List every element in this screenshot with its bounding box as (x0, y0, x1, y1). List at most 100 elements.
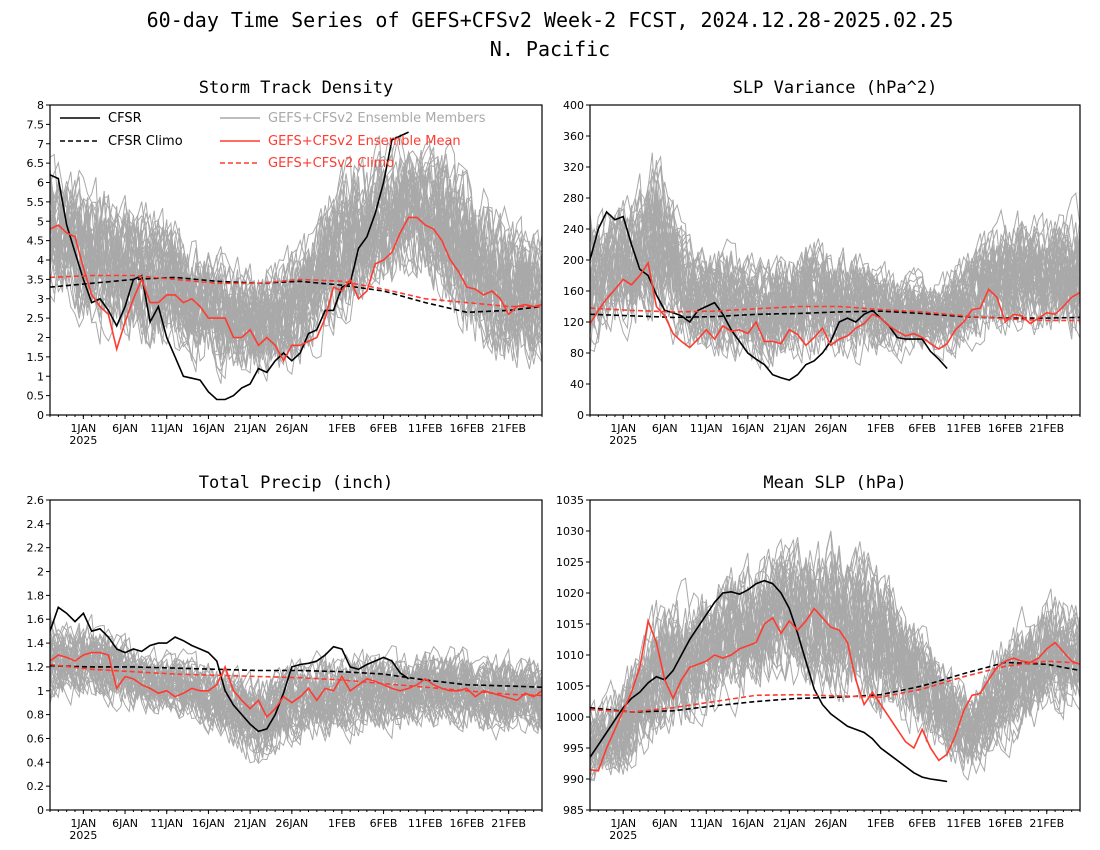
series-gefs-cfsv2-ensemble-mean (590, 607, 1080, 772)
y-tick-label: 1.8 (27, 589, 45, 602)
x-tick-label: 16JAN (731, 817, 764, 830)
y-tick-label: 0 (577, 409, 584, 422)
y-tick-label: 2.2 (27, 542, 45, 555)
y-tick-label: 80 (570, 347, 584, 360)
y-tick-label: 160 (563, 285, 584, 298)
x-tick-label: 11JAN (690, 817, 723, 830)
panel-title: Total Precip (inch) (199, 473, 393, 493)
y-tick-label: 0.6 (27, 732, 45, 745)
ensemble-members (50, 133, 542, 384)
legend-item-ensemble-mean-label: GEFS+CFSv2 Ensemble Mean (268, 134, 461, 149)
series-cfsr-climo (50, 664, 542, 688)
x-tick-label: 1JAN (610, 817, 636, 830)
panel-total-precip: Total Precip (inch) 0 0.2 0.4 0.6 0.8 1 1.2 1.4 1… (27, 473, 543, 842)
x-tick-label: 6JAN (112, 422, 138, 435)
y-tick-label: 360 (563, 130, 584, 143)
y-tick-label: 6 (37, 177, 44, 190)
y-tick-label: 0.5 (27, 390, 45, 403)
ensemble-member-line (50, 150, 542, 361)
series-gefs-cfsv2-climo (50, 274, 542, 308)
figure-subtitle-region: N. Pacific (490, 37, 610, 61)
x-tick-label: 11FEB (946, 817, 981, 830)
x-tick-label: 21FEB (491, 817, 526, 830)
series-gefs-cfsv2-climo (50, 663, 542, 697)
ensemble-member-line (590, 546, 1080, 778)
y-tick-label: 2 (37, 332, 44, 345)
y-tick-label: 5 (37, 215, 44, 228)
x-tick-label: 21FEB (1029, 817, 1064, 830)
y-tick-label: 1 (37, 685, 44, 698)
x-tick-label: 16JAN (731, 422, 764, 435)
y-tick-label: 1015 (556, 618, 584, 631)
series-cfsr (590, 579, 948, 783)
y-tick-label: 985 (563, 804, 584, 817)
y-tick-label: 0.4 (27, 756, 45, 769)
ensemble-members (590, 530, 1080, 783)
y-tick-label: 1 (37, 370, 44, 383)
series-gefs-cfsv2-climo (590, 660, 1080, 713)
x-tick-label: 1JAN (70, 817, 96, 830)
series-cfsr-climo (50, 276, 542, 314)
ensemble-member-line (590, 573, 1080, 766)
panel-title: SLP Variance (hPa^2) (733, 78, 938, 98)
x-year-label: 2025 (609, 829, 637, 842)
x-tick-label: 16FEB (988, 817, 1023, 830)
ensemble-member-line (590, 196, 1080, 361)
y-tick-label: 3.5 (27, 273, 45, 286)
series-cfsr (50, 131, 409, 401)
y-tick-label: 1.4 (27, 637, 45, 650)
x-tick-label: 16JAN (192, 817, 225, 830)
ensemble-member-line (590, 208, 1080, 367)
ensemble-member-line (590, 576, 1080, 758)
x-tick-label: 16JAN (192, 422, 225, 435)
y-tick-label: 4 (37, 254, 44, 267)
x-tick-label: 21JAN (773, 422, 806, 435)
y-tick-label: 1020 (556, 587, 584, 600)
y-tick-label: 0.8 (27, 709, 45, 722)
x-tick-label: 16FEB (450, 422, 485, 435)
x-year-label: 2025 (69, 829, 97, 842)
x-year-label: 2025 (69, 434, 97, 447)
series-gefs-cfsv2-ensemble-mean (50, 216, 542, 363)
ensemble-member-line (50, 158, 542, 357)
y-tick-label: 1000 (556, 711, 584, 724)
y-tick-label: 1030 (556, 525, 584, 538)
legend-item-ensemble-climo-label: GEFS+CFSv2 Climo (268, 156, 394, 171)
y-tick-label: 2.6 (27, 494, 45, 507)
x-tick-label: 11FEB (946, 422, 981, 435)
y-tick-label: 2.5 (27, 312, 45, 325)
ensemble-member-line (590, 168, 1080, 357)
x-tick-label: 11FEB (408, 422, 443, 435)
x-tick-label: 6FEB (370, 817, 398, 830)
x-tick-label: 26JAN (275, 422, 308, 435)
y-tick-label: 0.2 (27, 780, 45, 793)
ensemble-member-line (50, 153, 542, 354)
y-tick-label: 4.5 (27, 235, 45, 248)
panel-title: Storm Track Density (199, 78, 393, 98)
ensemble-member-line (590, 154, 1080, 358)
legend-item-ensemble-members-label: GEFS+CFSv2 Ensemble Members (268, 111, 486, 126)
panel-slp-variance: SLP Variance (hPa^2) 0 40 80 120 160 200 240 280… (563, 78, 1081, 447)
x-year-label: 2025 (609, 434, 637, 447)
ensemble-member-line (590, 584, 1080, 767)
ensemble-member-line (590, 230, 1080, 339)
ensemble-members (50, 611, 542, 765)
y-tick-label: 0 (37, 409, 44, 422)
y-tick-label: 1.5 (27, 351, 45, 364)
series-cfsr (50, 606, 410, 733)
y-tick-label: 1010 (556, 649, 584, 662)
x-tick-label: 1JAN (610, 422, 636, 435)
x-tick-label: 6JAN (112, 817, 138, 830)
ensemble-member-line (50, 171, 542, 382)
y-tick-label: 320 (563, 161, 584, 174)
y-tick-label: 990 (563, 773, 584, 786)
legend-item-cfsr-climo-label: CFSR Climo (108, 134, 183, 149)
x-tick-label: 21JAN (234, 817, 267, 830)
series-gefs-cfsv2-climo (590, 305, 1080, 322)
y-tick-label: 1035 (556, 494, 584, 507)
ensemble-members (590, 152, 1080, 371)
ensemble-member-line (590, 557, 1080, 769)
y-tick-label: 2.4 (27, 518, 45, 531)
chart-panels: Storm Track Density 0 0.5 1 1.5 2 2.5 3 3.5 4 4.5 5… (27, 78, 1081, 842)
